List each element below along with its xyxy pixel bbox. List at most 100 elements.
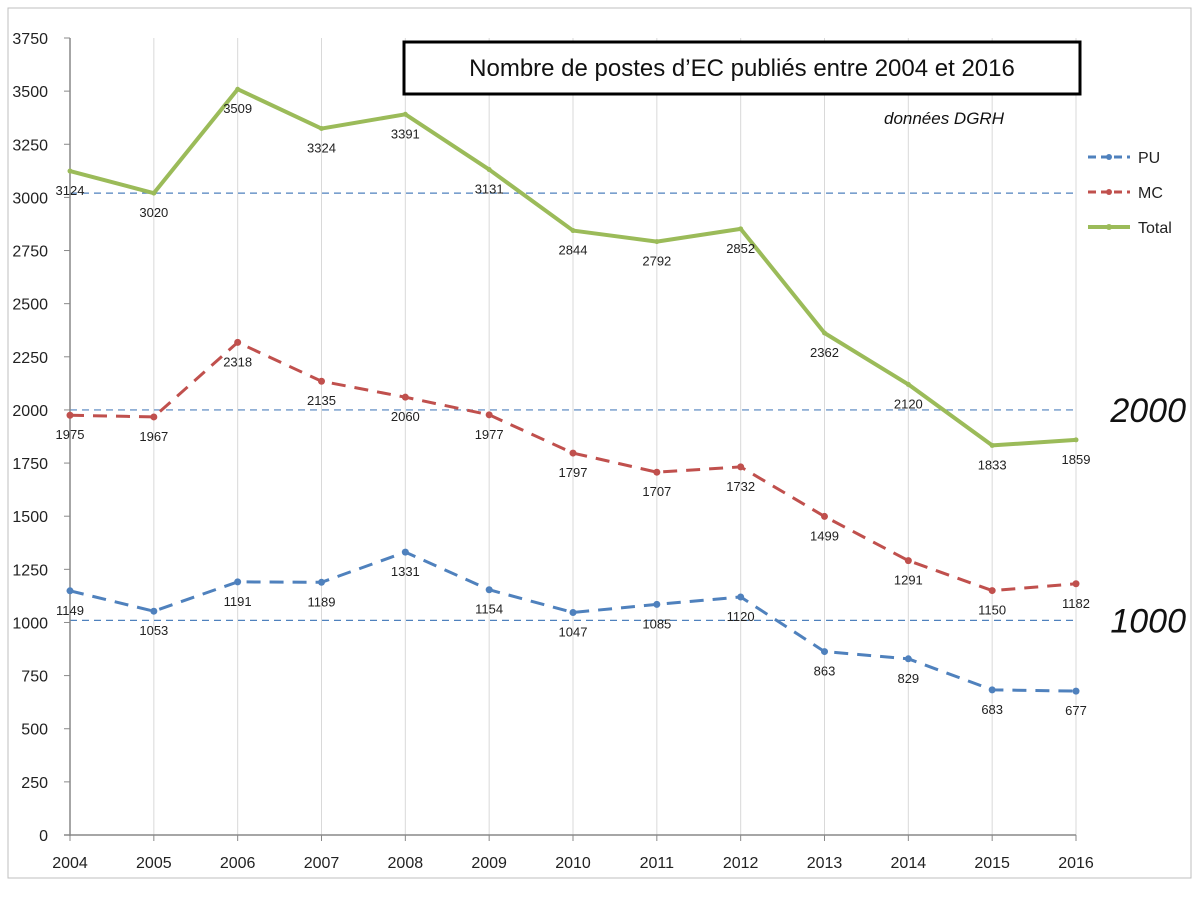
data-label-pu: 1331 — [391, 564, 420, 579]
data-label-total: 3509 — [223, 101, 252, 116]
series — [66, 86, 1080, 695]
data-point-pu — [569, 608, 577, 616]
x-tick-label: 2006 — [220, 855, 256, 872]
y-tick-label: 3750 — [12, 31, 48, 48]
data-labels: 1149 1053 1191 1189 1331 1154 1047 1085 1120 863 8… — [56, 101, 1091, 718]
grid — [153, 38, 1077, 835]
y-tick-label: 250 — [21, 775, 48, 792]
data-point-mc — [904, 557, 912, 565]
data-label-mc: 2135 — [307, 393, 336, 408]
data-label-total: 3020 — [139, 205, 168, 220]
y-tick-label: 750 — [21, 669, 48, 686]
data-point-pu — [653, 600, 661, 608]
data-label-total: 3391 — [391, 126, 420, 141]
data-point-pu — [485, 586, 493, 594]
data-label-pu: 1047 — [559, 624, 588, 639]
data-label-total: 2120 — [894, 396, 923, 411]
data-point-mc — [988, 587, 996, 595]
data-label-total: 1833 — [978, 457, 1007, 472]
y-tick-label: 1250 — [12, 562, 48, 579]
x-tick-label: 2014 — [891, 855, 927, 872]
data-point-total — [319, 126, 324, 132]
data-point-pu — [737, 593, 745, 601]
data-label-pu: 1120 — [727, 609, 755, 624]
data-point-mc — [737, 463, 745, 471]
legend: PU MC Total — [1088, 150, 1172, 237]
data-label-total: 2844 — [559, 243, 588, 258]
x-tick-label: 2009 — [471, 855, 507, 872]
data-point-total — [402, 111, 408, 117]
legend-label-mc: MC — [1138, 185, 1163, 202]
x-tick-label: 2012 — [723, 855, 759, 872]
data-point-total — [989, 442, 995, 448]
data-label-total: 2792 — [642, 254, 671, 269]
x-tick-label: 2016 — [1058, 855, 1094, 872]
y-tick-label: 1000 — [12, 615, 48, 632]
y-tick-label: 2500 — [12, 297, 48, 314]
data-label-total: 3131 — [475, 182, 504, 197]
x-tick-label: 2011 — [640, 855, 675, 872]
data-point-total — [905, 381, 911, 387]
data-point-mc — [569, 449, 577, 457]
data-label-pu: 829 — [897, 671, 919, 686]
data-point-total — [738, 226, 744, 232]
data-label-pu: 863 — [814, 664, 836, 679]
y-tick-label: 1500 — [12, 509, 48, 526]
data-label-mc: 1499 — [810, 528, 839, 543]
data-point-total — [1073, 437, 1079, 443]
y-tick-label: 3500 — [12, 84, 48, 101]
data-point-pu — [150, 607, 158, 615]
y-tick-label: 1750 — [12, 456, 48, 473]
x-tick-label: 2008 — [388, 855, 424, 872]
data-point-mc — [234, 338, 242, 346]
data-label-mc: 1797 — [559, 465, 588, 480]
data-label-mc: 1291 — [894, 573, 923, 588]
data-label-mc: 1707 — [642, 484, 671, 499]
data-label-mc: 1967 — [139, 429, 168, 444]
legend-marker-mc — [1106, 189, 1112, 195]
data-label-mc: 2318 — [223, 354, 252, 369]
data-label-mc: 1732 — [726, 479, 755, 494]
data-point-mc — [150, 413, 158, 421]
y-tick-label: 3000 — [12, 190, 48, 207]
chart-source: données DGRH — [884, 109, 1005, 128]
data-label-mc: 2060 — [391, 409, 420, 424]
data-label-pu: 1149 — [56, 603, 84, 618]
data-point-pu — [401, 548, 409, 556]
data-point-total — [67, 168, 73, 174]
data-label-pu: 1053 — [139, 623, 168, 638]
data-point-pu — [318, 578, 325, 586]
data-label-total: 2852 — [726, 241, 755, 256]
x-tick-label: 2005 — [136, 855, 172, 872]
y-tick-label: 0 — [39, 828, 48, 845]
y-tick-label: 3250 — [12, 137, 48, 154]
data-label-mc: 1977 — [475, 427, 504, 442]
data-point-total — [654, 239, 660, 245]
data-point-total — [235, 86, 241, 92]
x-tick-label: 2013 — [807, 855, 843, 872]
data-point-pu — [988, 686, 996, 694]
data-point-mc — [653, 468, 661, 476]
chart-frame — [7, 7, 1192, 879]
legend-marker-pu — [1106, 154, 1112, 160]
data-point-pu — [904, 655, 912, 663]
data-point-total — [570, 228, 576, 234]
data-point-total — [822, 330, 827, 336]
data-label-pu: 1191 — [224, 594, 252, 609]
data-label-pu: 677 — [1065, 703, 1087, 718]
y-tick-label: 2000 — [12, 403, 48, 420]
data-label-pu: 1085 — [642, 616, 671, 631]
data-point-mc — [66, 411, 74, 419]
data-point-pu — [234, 578, 242, 586]
data-label-total: 3124 — [56, 183, 85, 198]
data-label-pu: 683 — [981, 702, 1003, 717]
data-label-total: 2362 — [810, 345, 839, 360]
data-label-mc: 1182 — [1062, 596, 1090, 611]
annotations: 2000 1000 — [1109, 392, 1186, 640]
data-point-pu — [66, 587, 74, 595]
x-tick-label: 2015 — [974, 855, 1010, 872]
data-label-pu: 1189 — [308, 594, 336, 609]
data-point-total — [486, 167, 492, 173]
data-point-pu — [821, 648, 828, 656]
